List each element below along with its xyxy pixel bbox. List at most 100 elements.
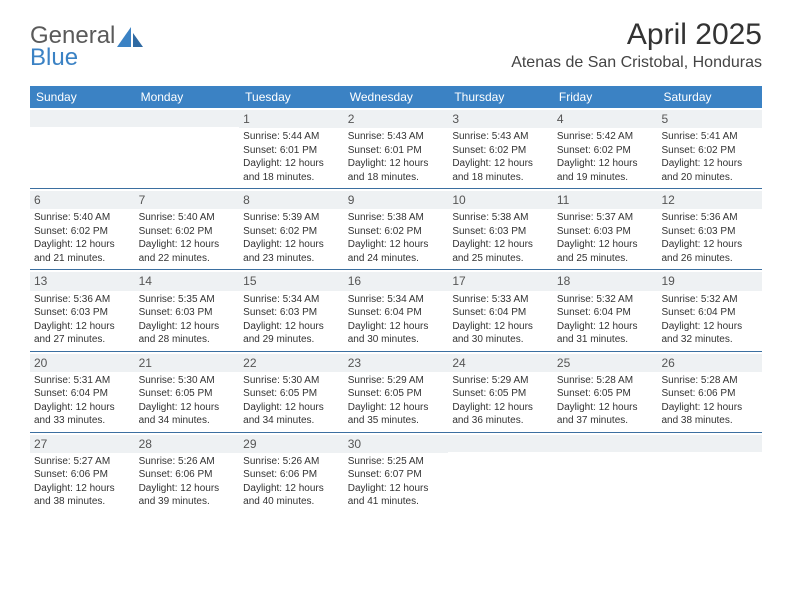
- day-number: 2: [344, 110, 449, 128]
- day-cell: 8Sunrise: 5:39 AMSunset: 6:02 PMDaylight…: [239, 189, 344, 269]
- day-number: 9: [344, 191, 449, 209]
- week-row: 20Sunrise: 5:31 AMSunset: 6:04 PMDayligh…: [30, 351, 762, 432]
- daylight-text: Daylight: 12 hours and 33 minutes.: [34, 401, 131, 428]
- day-number: 26: [657, 354, 762, 372]
- day-number: 13: [30, 272, 135, 290]
- daylight-text: Daylight: 12 hours and 31 minutes.: [557, 320, 654, 347]
- day-cell: 4Sunrise: 5:42 AMSunset: 6:02 PMDaylight…: [553, 108, 658, 188]
- sunrise-text: Sunrise: 5:35 AM: [139, 293, 236, 307]
- sunrise-text: Sunrise: 5:41 AM: [661, 130, 758, 144]
- sunrise-text: Sunrise: 5:43 AM: [452, 130, 549, 144]
- sunset-text: Sunset: 6:06 PM: [661, 387, 758, 401]
- day-cell: 26 Sunrise: 5:28 AMSunset: 6:06 PMDayligh…: [657, 352, 762, 432]
- day-header-tue: Tuesday: [239, 86, 344, 108]
- logo: General Blue: [30, 24, 143, 70]
- day-number: 19: [657, 272, 762, 290]
- daylight-text: Daylight: 12 hours and 34 minutes.: [139, 401, 236, 428]
- sunrise-text: Sunrise: 5:28 AM: [661, 374, 758, 388]
- day-number: 11: [553, 191, 658, 209]
- day-number: 23: [344, 354, 449, 372]
- day-cell: 23Sunrise: 5:29 AMSunset: 6:05 PMDayligh…: [344, 352, 449, 432]
- week-row: 6Sunrise: 5:40 AMSunset: 6:02 PMDaylight…: [30, 188, 762, 269]
- daylight-text: Daylight: 12 hours and 38 minutes.: [661, 401, 758, 428]
- sunrise-text: Sunrise: 5:29 AM: [452, 374, 549, 388]
- day-number: 20: [30, 354, 135, 372]
- daylight-text: Daylight: 12 hours and 21 minutes.: [34, 238, 131, 265]
- month-title: April 2025: [511, 18, 762, 52]
- sunset-text: Sunset: 6:02 PM: [34, 225, 131, 239]
- daylight-text: Daylight: 12 hours and 35 minutes.: [348, 401, 445, 428]
- day-number: 10: [448, 191, 553, 209]
- day-number: 28: [135, 435, 240, 453]
- sunrise-text: Sunrise: 5:44 AM: [243, 130, 340, 144]
- sunrise-text: Sunrise: 5:32 AM: [557, 293, 654, 307]
- sunrise-text: Sunrise: 5:25 AM: [348, 455, 445, 469]
- sunset-text: Sunset: 6:02 PM: [661, 144, 758, 158]
- sunrise-text: Sunrise: 5:36 AM: [661, 211, 758, 225]
- title-block: April 2025 Atenas de San Cristobal, Hond…: [511, 18, 762, 72]
- sunset-text: Sunset: 6:07 PM: [348, 468, 445, 482]
- sunset-text: Sunset: 6:03 PM: [557, 225, 654, 239]
- day-headers: Sunday Monday Tuesday Wednesday Thursday…: [30, 86, 762, 108]
- daylight-text: Daylight: 12 hours and 19 minutes.: [557, 157, 654, 184]
- day-cell: 2Sunrise: 5:43 AMSunset: 6:01 PMDaylight…: [344, 108, 449, 188]
- day-cell: 11Sunrise: 5:37 AMSunset: 6:03 PMDayligh…: [553, 189, 658, 269]
- header: General Blue April 2025 Atenas de San Cr…: [0, 0, 792, 80]
- day-header-fri: Friday: [553, 86, 658, 108]
- sunrise-text: Sunrise: 5:40 AM: [34, 211, 131, 225]
- sunset-text: Sunset: 6:03 PM: [139, 306, 236, 320]
- day-number: [657, 435, 762, 452]
- sunrise-text: Sunrise: 5:37 AM: [557, 211, 654, 225]
- sunset-text: Sunset: 6:05 PM: [452, 387, 549, 401]
- daylight-text: Daylight: 12 hours and 28 minutes.: [139, 320, 236, 347]
- daylight-text: Daylight: 12 hours and 36 minutes.: [452, 401, 549, 428]
- sunrise-text: Sunrise: 5:43 AM: [348, 130, 445, 144]
- day-cell: 20Sunrise: 5:31 AMSunset: 6:04 PMDayligh…: [30, 352, 135, 432]
- day-cell: 12Sunrise: 5:36 AMSunset: 6:03 PMDayligh…: [657, 189, 762, 269]
- day-cell: [30, 108, 135, 188]
- daylight-text: Daylight: 12 hours and 40 minutes.: [243, 482, 340, 509]
- sunrise-text: Sunrise: 5:42 AM: [557, 130, 654, 144]
- day-cell: [448, 433, 553, 513]
- sunrise-text: Sunrise: 5:39 AM: [243, 211, 340, 225]
- day-cell: 17Sunrise: 5:33 AMSunset: 6:04 PMDayligh…: [448, 270, 553, 350]
- week-row: 1Sunrise: 5:44 AMSunset: 6:01 PMDaylight…: [30, 108, 762, 188]
- daylight-text: Daylight: 12 hours and 32 minutes.: [661, 320, 758, 347]
- sunset-text: Sunset: 6:05 PM: [243, 387, 340, 401]
- day-cell: 10Sunrise: 5:38 AMSunset: 6:03 PMDayligh…: [448, 189, 553, 269]
- daylight-text: Daylight: 12 hours and 23 minutes.: [243, 238, 340, 265]
- day-number: 4: [553, 110, 658, 128]
- day-number: 17: [448, 272, 553, 290]
- day-cell: 9Sunrise: 5:38 AMSunset: 6:02 PMDaylight…: [344, 189, 449, 269]
- day-header-wed: Wednesday: [344, 86, 449, 108]
- sunrise-text: Sunrise: 5:27 AM: [34, 455, 131, 469]
- daylight-text: Daylight: 12 hours and 18 minutes.: [452, 157, 549, 184]
- day-number: 30: [344, 435, 449, 453]
- daylight-text: Daylight: 12 hours and 18 minutes.: [348, 157, 445, 184]
- day-number: 12: [657, 191, 762, 209]
- day-cell: 24 Sunrise: 5:29 AMSunset: 6:05 PMDayligh…: [448, 352, 553, 432]
- daylight-text: Daylight: 12 hours and 30 minutes.: [452, 320, 549, 347]
- day-number: 14: [135, 272, 240, 290]
- sunrise-text: Sunrise: 5:38 AM: [452, 211, 549, 225]
- day-header-sat: Saturday: [657, 86, 762, 108]
- day-number: 27: [30, 435, 135, 453]
- day-cell: 13Sunrise: 5:36 AMSunset: 6:03 PMDayligh…: [30, 270, 135, 350]
- sunset-text: Sunset: 6:03 PM: [243, 306, 340, 320]
- logo-sail-icon: [117, 25, 143, 52]
- day-number: 1: [239, 110, 344, 128]
- daylight-text: Daylight: 12 hours and 18 minutes.: [243, 157, 340, 184]
- sunrise-text: Sunrise: 5:30 AM: [139, 374, 236, 388]
- calendar: Sunday Monday Tuesday Wednesday Thursday…: [30, 86, 762, 513]
- sunrise-text: Sunrise: 5:29 AM: [348, 374, 445, 388]
- location: Atenas de San Cristobal, Honduras: [511, 54, 762, 72]
- daylight-text: Daylight: 12 hours and 39 minutes.: [139, 482, 236, 509]
- sunrise-text: Sunrise: 5:34 AM: [243, 293, 340, 307]
- day-number: 18: [553, 272, 658, 290]
- day-cell: [135, 108, 240, 188]
- sunrise-text: Sunrise: 5:33 AM: [452, 293, 549, 307]
- sunset-text: Sunset: 6:05 PM: [139, 387, 236, 401]
- sunrise-text: Sunrise: 5:32 AM: [661, 293, 758, 307]
- day-number: 16: [344, 272, 449, 290]
- day-number: 24: [448, 354, 553, 372]
